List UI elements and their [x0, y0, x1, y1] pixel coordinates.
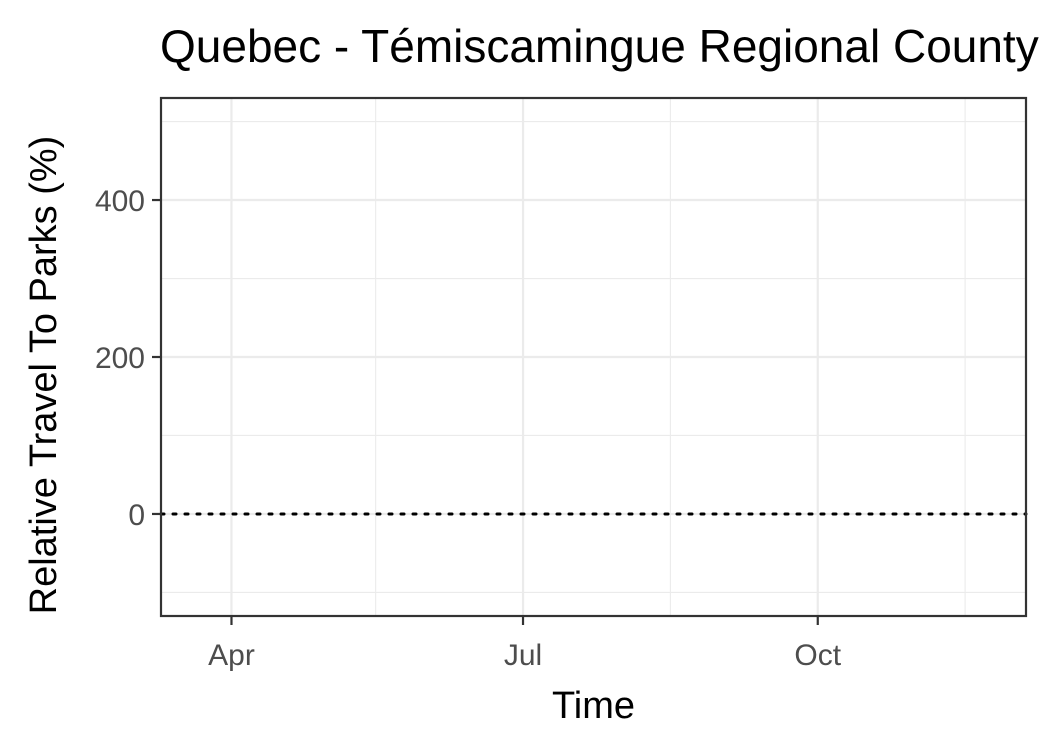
y-tick-label: 0 [128, 499, 145, 532]
y-tick-label: 200 [95, 342, 145, 375]
y-axis-title: Relative Travel To Parks (%) [23, 136, 65, 615]
x-axis-title: Time [552, 685, 635, 727]
axis-ticks: 0 200 400 Apr Jul Oct [95, 185, 842, 672]
x-tick-label: Apr [208, 639, 255, 672]
chart-title: Quebec - Témiscamingue Regional County M… [160, 20, 1050, 72]
grid [161, 98, 1026, 616]
y-tick-label: 400 [95, 185, 145, 218]
x-tick-label: Oct [794, 639, 841, 672]
x-tick-label: Jul [504, 639, 542, 672]
